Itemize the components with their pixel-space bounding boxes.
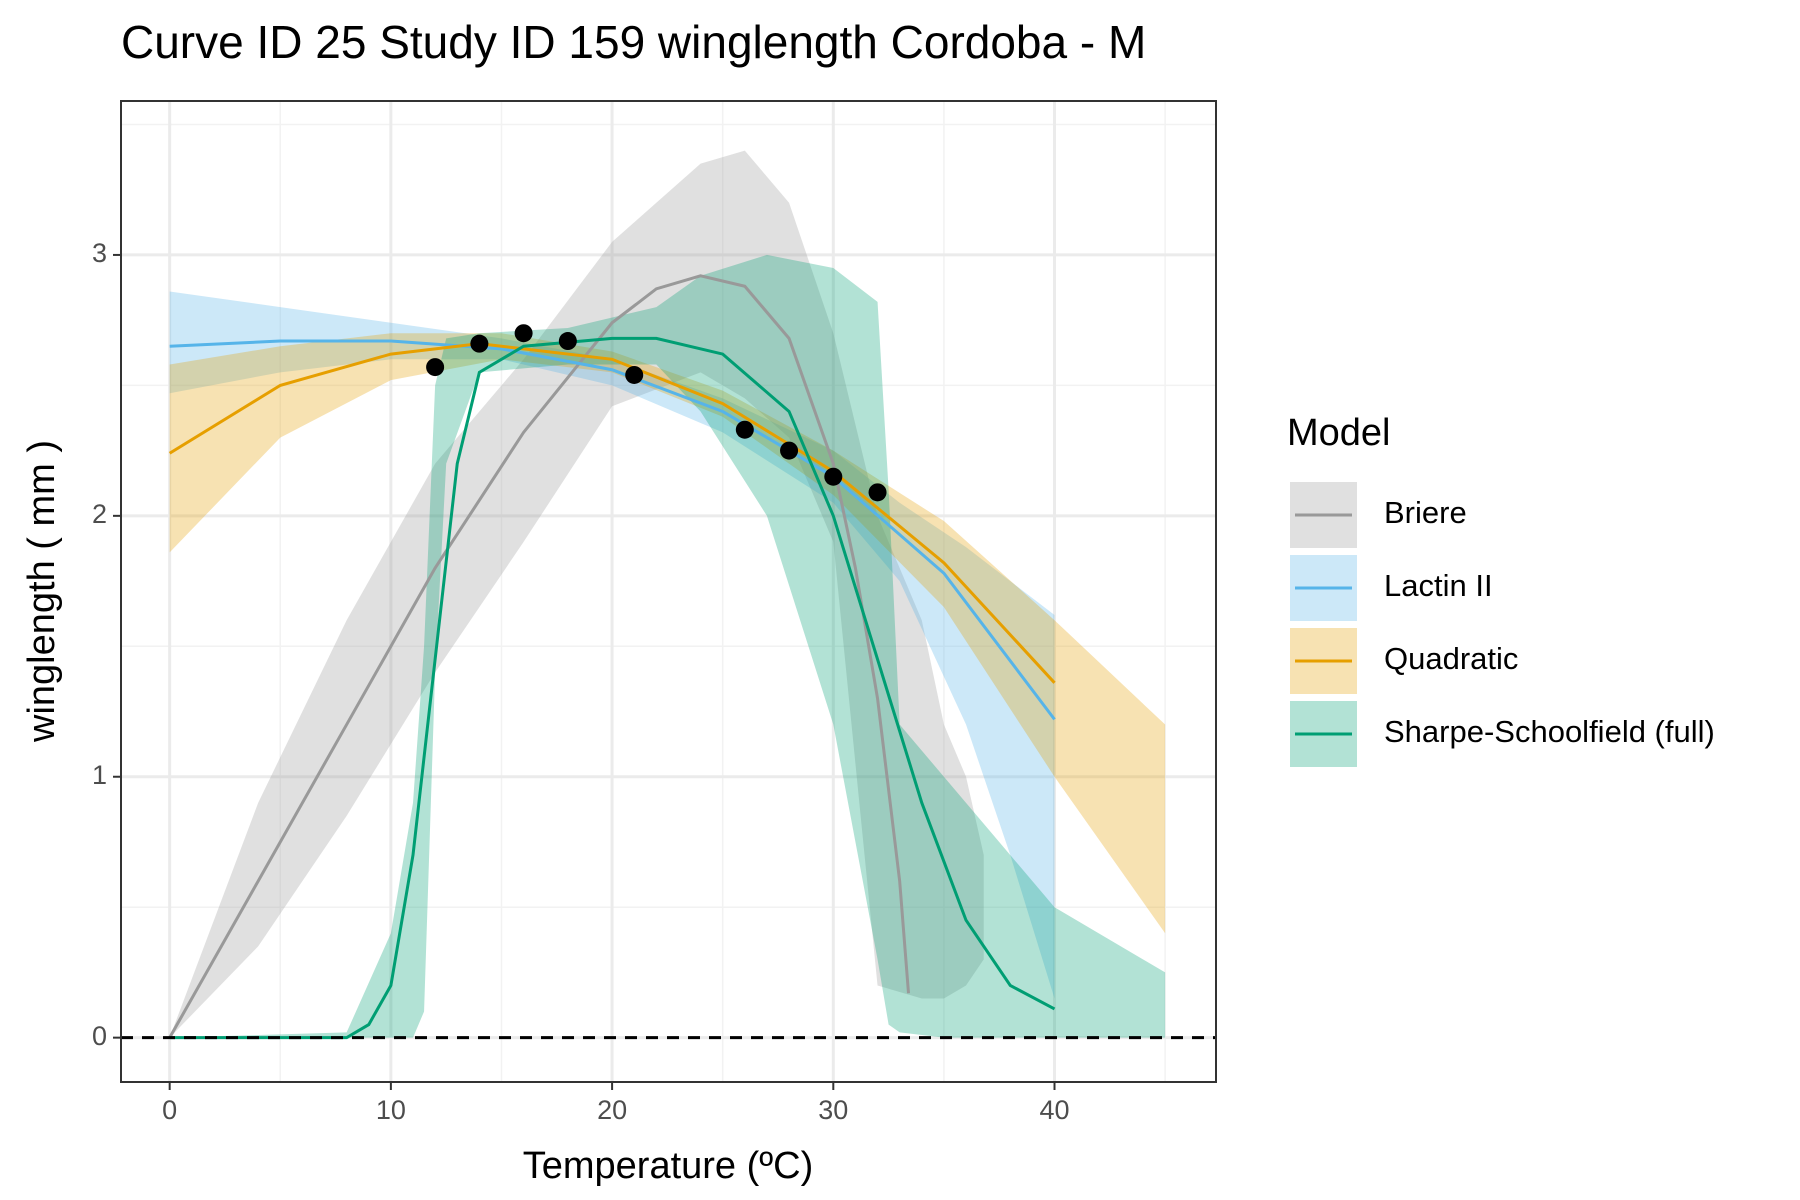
data-point <box>426 358 445 377</box>
model-line <box>168 342 1056 684</box>
data-point <box>558 332 577 351</box>
chart-title: Curve ID 25 Study ID 159 winglength Cord… <box>121 16 1146 68</box>
model-line <box>168 274 911 1039</box>
model-line <box>169 336 1056 1040</box>
model-line <box>169 339 1056 721</box>
y-tick-label: 2 <box>92 499 107 529</box>
data-point <box>514 324 533 343</box>
x-tick-label: 20 <box>597 1095 627 1125</box>
x-axis-label: Temperature (ºC) <box>523 1145 814 1187</box>
data-point <box>625 365 644 384</box>
y-tick-label: 1 <box>92 760 107 790</box>
data-point <box>470 334 489 353</box>
data-point <box>780 441 799 460</box>
plot-area <box>121 150 1216 1040</box>
x-tick-label: 40 <box>1039 1095 1069 1125</box>
confidence-ribbon <box>169 150 984 1038</box>
y-tick-label: 3 <box>92 238 107 268</box>
plot-border <box>120 100 1217 1083</box>
y-axis-label: winglength ( mm ) <box>21 440 63 743</box>
legend-label: Briere <box>1384 495 1467 530</box>
x-tick-label: 10 <box>376 1095 406 1125</box>
data-point <box>735 420 754 439</box>
legend-label: Quadratic <box>1384 641 1518 676</box>
data-point <box>868 483 887 502</box>
x-tick-label: 0 <box>162 1095 177 1125</box>
confidence-ribbon <box>169 254 1166 1038</box>
y-tick-label: 0 <box>92 1021 107 1051</box>
x-tick-label: 30 <box>818 1095 848 1125</box>
legend-label: Sharpe-Schoolfield (full) <box>1384 714 1715 749</box>
data-point <box>824 467 843 486</box>
legend-label: Lactin II <box>1384 568 1493 603</box>
legend-title: Model <box>1287 412 1391 454</box>
